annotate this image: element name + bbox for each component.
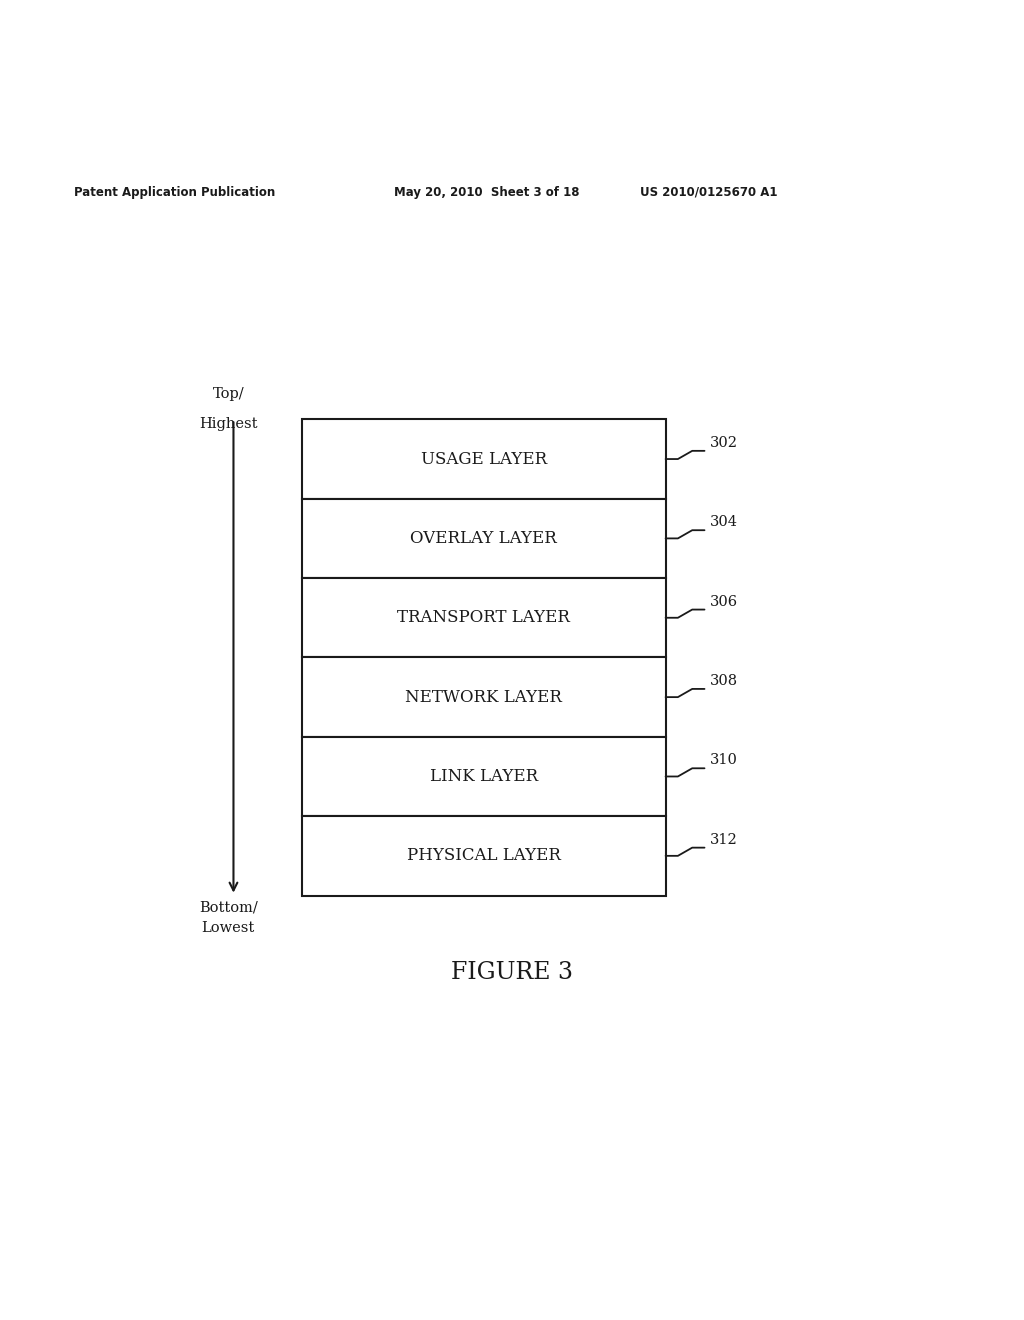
Text: 306: 306 bbox=[710, 594, 737, 609]
Text: TRANSPORT LAYER: TRANSPORT LAYER bbox=[397, 610, 570, 626]
Text: PHYSICAL LAYER: PHYSICAL LAYER bbox=[407, 847, 561, 865]
Text: May 20, 2010  Sheet 3 of 18: May 20, 2010 Sheet 3 of 18 bbox=[394, 186, 580, 198]
Text: Top/: Top/ bbox=[213, 387, 244, 401]
Text: LINK LAYER: LINK LAYER bbox=[430, 768, 538, 785]
Bar bbox=[302, 737, 666, 816]
Text: 310: 310 bbox=[710, 754, 737, 767]
Bar bbox=[302, 420, 666, 499]
Text: 308: 308 bbox=[710, 675, 737, 688]
Text: USAGE LAYER: USAGE LAYER bbox=[421, 450, 547, 467]
Text: Lowest: Lowest bbox=[202, 921, 255, 935]
Bar bbox=[302, 578, 666, 657]
Text: 304: 304 bbox=[710, 515, 737, 529]
Text: Bottom/: Bottom/ bbox=[199, 900, 258, 915]
Text: OVERLAY LAYER: OVERLAY LAYER bbox=[411, 529, 557, 546]
Text: Patent Application Publication: Patent Application Publication bbox=[74, 186, 275, 198]
Text: 312: 312 bbox=[710, 833, 737, 846]
Bar bbox=[302, 499, 666, 578]
Text: NETWORK LAYER: NETWORK LAYER bbox=[406, 689, 562, 706]
Text: US 2010/0125670 A1: US 2010/0125670 A1 bbox=[640, 186, 777, 198]
Text: FIGURE 3: FIGURE 3 bbox=[451, 961, 573, 983]
Text: 302: 302 bbox=[710, 436, 737, 450]
Bar bbox=[302, 657, 666, 737]
Text: Highest: Highest bbox=[199, 417, 258, 432]
Bar bbox=[302, 816, 666, 895]
